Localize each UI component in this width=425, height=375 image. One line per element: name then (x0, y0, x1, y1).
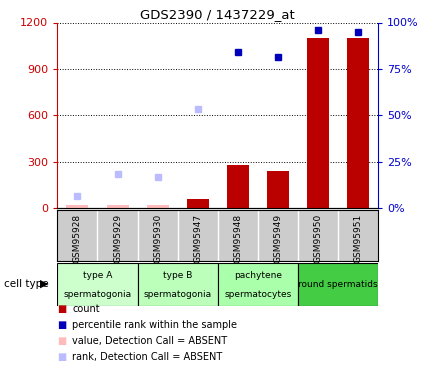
Text: ■: ■ (57, 336, 67, 346)
Bar (218, 262, 298, 306)
Bar (307, 38, 329, 208)
Text: round spermatids: round spermatids (298, 280, 378, 289)
Text: count: count (72, 304, 100, 314)
Bar (138, 262, 218, 306)
Text: rank, Detection Call = ABSENT: rank, Detection Call = ABSENT (72, 352, 223, 362)
Text: cell type: cell type (4, 279, 49, 289)
Text: GSM95929: GSM95929 (113, 213, 122, 262)
Text: type A: type A (83, 271, 112, 280)
Bar (347, 38, 369, 208)
Text: spermatogonia: spermatogonia (144, 290, 212, 299)
Text: spermatogonia: spermatogonia (63, 290, 132, 299)
Text: ■: ■ (57, 304, 67, 314)
Text: GSM95928: GSM95928 (73, 213, 82, 262)
Text: value, Detection Call = ABSENT: value, Detection Call = ABSENT (72, 336, 227, 346)
Bar (57, 262, 138, 306)
Text: GSM95950: GSM95950 (314, 213, 323, 263)
Text: GSM95949: GSM95949 (273, 213, 283, 262)
Bar (107, 205, 129, 208)
Text: ▶: ▶ (40, 279, 49, 289)
Text: GSM95948: GSM95948 (233, 213, 242, 262)
Bar (187, 199, 209, 208)
Text: type B: type B (163, 271, 193, 280)
Text: ■: ■ (57, 320, 67, 330)
Bar (227, 165, 249, 208)
Text: ■: ■ (57, 352, 67, 362)
Text: GSM95930: GSM95930 (153, 213, 162, 263)
Text: GSM95951: GSM95951 (354, 213, 363, 263)
Title: GDS2390 / 1437229_at: GDS2390 / 1437229_at (140, 8, 295, 21)
Bar (66, 205, 88, 208)
Text: pachytene: pachytene (234, 271, 282, 280)
Bar (147, 205, 169, 208)
Bar (298, 262, 378, 306)
Text: spermatocytes: spermatocytes (224, 290, 292, 299)
Bar (267, 171, 289, 208)
Text: GSM95947: GSM95947 (193, 213, 202, 262)
Text: percentile rank within the sample: percentile rank within the sample (72, 320, 237, 330)
